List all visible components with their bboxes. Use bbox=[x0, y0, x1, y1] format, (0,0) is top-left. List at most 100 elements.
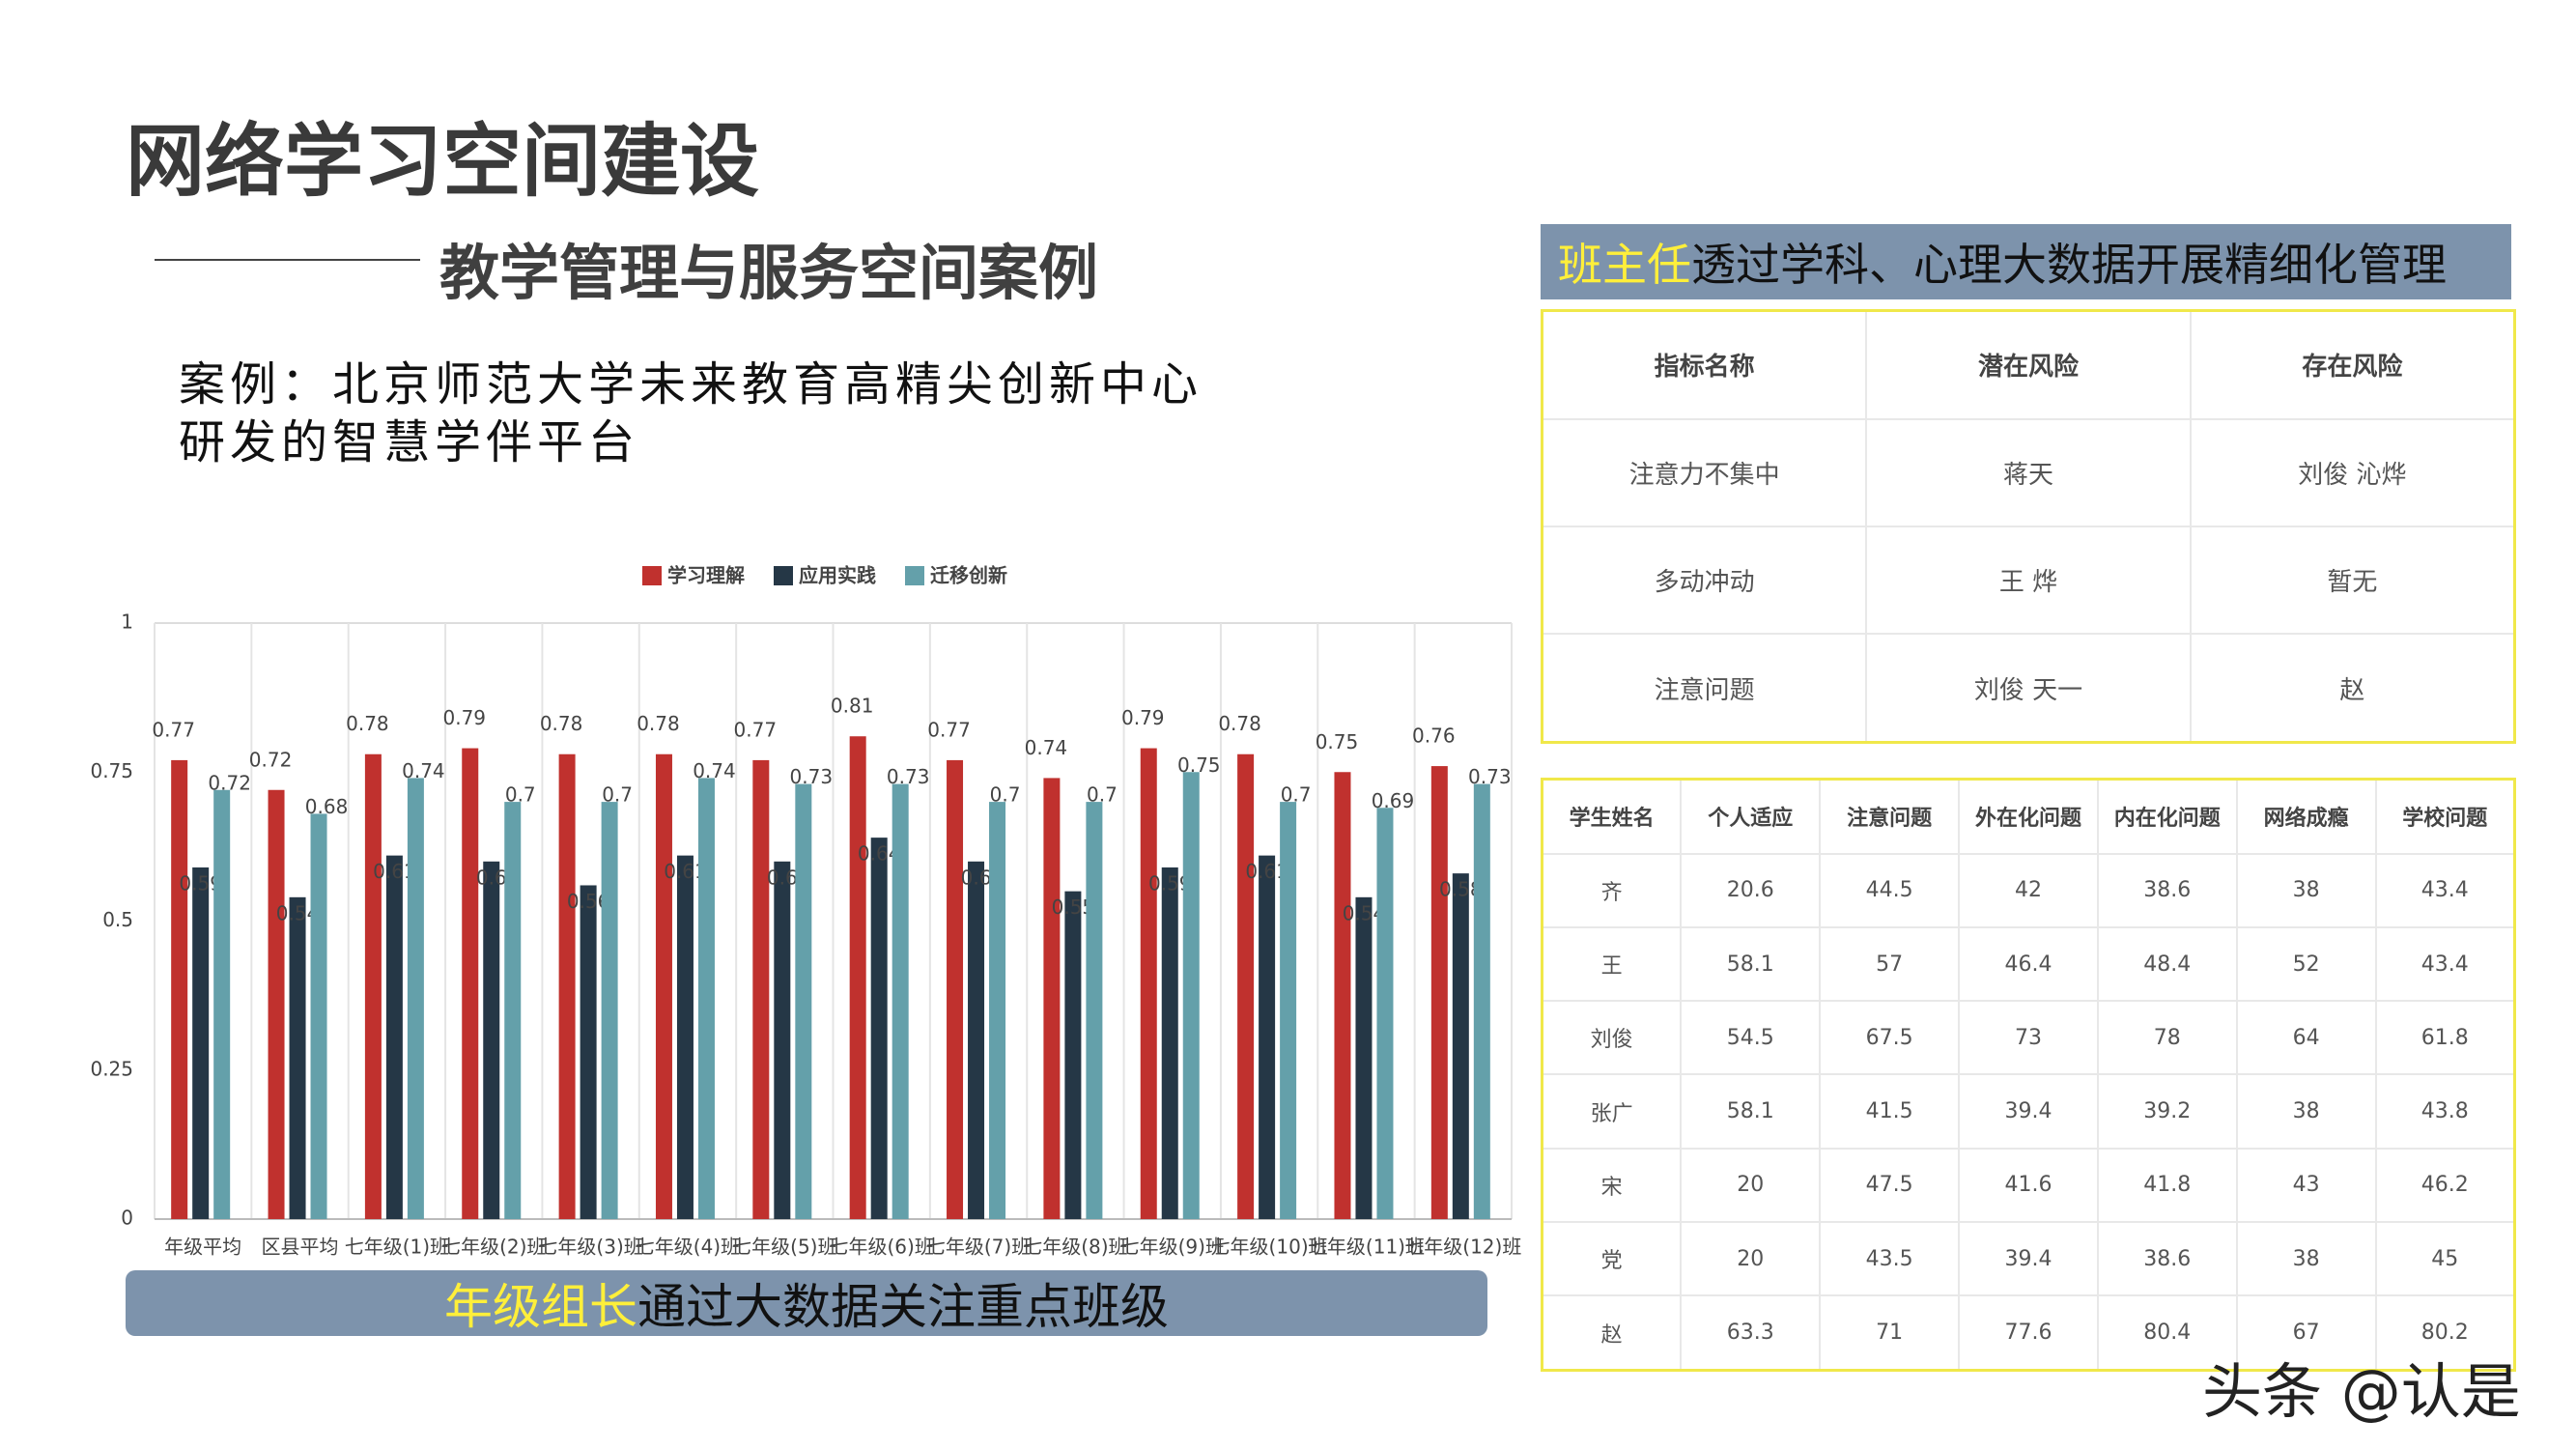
cell: 45 bbox=[2374, 1220, 2516, 1297]
value-label: 0.7 bbox=[990, 783, 1021, 807]
header-row: 指标名称 潜在风险 存在风险 bbox=[1541, 309, 2516, 420]
legend-label: 应用实践 bbox=[799, 564, 876, 587]
header-cell: 外在化问题 bbox=[1958, 778, 2099, 855]
value-label: 0.7 bbox=[1087, 783, 1118, 807]
value-label: 0.78 bbox=[1218, 712, 1261, 735]
cell: 20 bbox=[1680, 1220, 1822, 1297]
row: 党 20 43.5 39.4 38.6 38 45 bbox=[1541, 1220, 2516, 1297]
cell: 20 bbox=[1680, 1147, 1822, 1223]
cell: 刘俊 bbox=[1541, 1000, 1683, 1076]
cell: 48.4 bbox=[2096, 926, 2238, 1003]
header-cell: 内在化问题 bbox=[2096, 778, 2238, 855]
bar bbox=[1237, 753, 1255, 1219]
cell: 46.4 bbox=[1958, 926, 2099, 1003]
y-tick-label: 0.5 bbox=[102, 908, 133, 931]
bar bbox=[947, 759, 964, 1219]
legend-swatch bbox=[774, 566, 793, 585]
cell: 38 bbox=[2235, 1073, 2377, 1150]
value-label: 0.74 bbox=[1025, 736, 1068, 759]
value-label: 0.6 bbox=[767, 866, 798, 889]
x-tick-label: 七年级(12)班 bbox=[1404, 1236, 1521, 1259]
bar bbox=[1043, 778, 1061, 1219]
cell: 39.2 bbox=[2096, 1073, 2238, 1150]
value-label: 0.76 bbox=[1412, 724, 1456, 748]
header-cell: 存在风险 bbox=[2189, 309, 2516, 420]
cell: 61.8 bbox=[2374, 1000, 2516, 1076]
y-tick-label: 0.25 bbox=[90, 1057, 133, 1080]
cell: 44.5 bbox=[1819, 852, 1961, 929]
row: 宋 20 47.5 41.6 41.8 43 46.2 bbox=[1541, 1147, 2516, 1223]
bar bbox=[601, 802, 618, 1219]
row: 张广 58.1 41.5 39.4 39.2 38 43.8 bbox=[1541, 1073, 2516, 1150]
x-tick-label: 七年级(10)班 bbox=[1211, 1236, 1328, 1259]
bar bbox=[580, 885, 597, 1219]
cell: 39.4 bbox=[1958, 1073, 2099, 1150]
cell: 73 bbox=[1958, 1000, 2099, 1076]
cell: 宋 bbox=[1541, 1147, 1683, 1223]
header-cell: 学校问题 bbox=[2374, 778, 2516, 855]
bar bbox=[310, 813, 327, 1219]
value-label: 0.74 bbox=[693, 759, 736, 782]
value-label: 0.78 bbox=[637, 712, 680, 735]
row: 刘俊 54.5 67.5 73 78 64 61.8 bbox=[1541, 1000, 2516, 1076]
cell: 41.5 bbox=[1819, 1073, 1961, 1150]
bar bbox=[1452, 873, 1469, 1219]
value-label: 0.74 bbox=[402, 759, 445, 782]
bar bbox=[870, 838, 888, 1219]
cell: 77.6 bbox=[1958, 1294, 2099, 1372]
bar bbox=[268, 789, 285, 1219]
cell: 63.3 bbox=[1680, 1294, 1822, 1372]
bar bbox=[483, 861, 500, 1219]
value-label: 0.73 bbox=[1468, 765, 1512, 788]
value-label: 0.69 bbox=[1372, 789, 1415, 812]
cell: 43.5 bbox=[1819, 1220, 1961, 1297]
cell: 57 bbox=[1819, 926, 1961, 1003]
row: 多动冲动王 烨暂无 bbox=[1541, 525, 2516, 636]
bar bbox=[655, 753, 672, 1219]
banner-highlight: 年级组长 bbox=[444, 1279, 637, 1335]
value-label: 0.77 bbox=[927, 718, 971, 741]
value-label: 0.6 bbox=[476, 866, 507, 889]
cell: 58.1 bbox=[1680, 926, 1822, 1003]
x-tick-label: 七年级(11)班 bbox=[1308, 1236, 1425, 1259]
bar bbox=[1430, 766, 1448, 1219]
x-tick-label: 区县平均 bbox=[262, 1236, 339, 1259]
bar bbox=[1064, 891, 1082, 1219]
cell: 暂无 bbox=[2189, 525, 2516, 636]
legend-label: 学习理解 bbox=[667, 564, 745, 587]
cell: 张广 bbox=[1541, 1073, 1683, 1150]
cell: 80.4 bbox=[2096, 1294, 2238, 1372]
title: 网络学习空间建设 bbox=[126, 116, 760, 208]
x-tick-label: 七年级(6)班 bbox=[830, 1236, 934, 1259]
bar bbox=[1376, 808, 1394, 1219]
bar bbox=[1334, 772, 1351, 1219]
x-tick-label: 七年级(3)班 bbox=[538, 1236, 642, 1259]
cell: 47.5 bbox=[1819, 1147, 1961, 1223]
banner-highlight: 班主任 bbox=[1558, 239, 1691, 291]
bar bbox=[407, 778, 424, 1219]
cell: 43.4 bbox=[2374, 926, 2516, 1003]
cell: 王 bbox=[1541, 926, 1683, 1003]
cell: 58.1 bbox=[1680, 1073, 1822, 1150]
cell: 78 bbox=[2096, 1000, 2238, 1076]
x-tick-label: 七年级(1)班 bbox=[345, 1236, 449, 1259]
bar bbox=[289, 896, 306, 1219]
bar bbox=[1182, 772, 1200, 1219]
bar bbox=[1161, 867, 1178, 1219]
value-label: 0.72 bbox=[249, 748, 293, 771]
value-label: 0.73 bbox=[887, 765, 930, 788]
value-label: 0.7 bbox=[1281, 783, 1312, 807]
bar bbox=[892, 783, 909, 1219]
cell: 刘俊 沁烨 bbox=[2189, 417, 2516, 527]
value-label: 0.77 bbox=[734, 718, 778, 741]
value-label: 0.79 bbox=[442, 706, 486, 729]
cell: 38 bbox=[2235, 852, 2377, 929]
bar bbox=[795, 783, 812, 1219]
x-tick-label: 七年级(5)班 bbox=[732, 1236, 836, 1259]
value-label: 0.7 bbox=[602, 783, 633, 807]
y-tick-label: 0.75 bbox=[90, 759, 133, 782]
cell: 67.5 bbox=[1819, 1000, 1961, 1076]
cell: 注意力不集中 bbox=[1541, 417, 1868, 527]
cell: 20.6 bbox=[1680, 852, 1822, 929]
